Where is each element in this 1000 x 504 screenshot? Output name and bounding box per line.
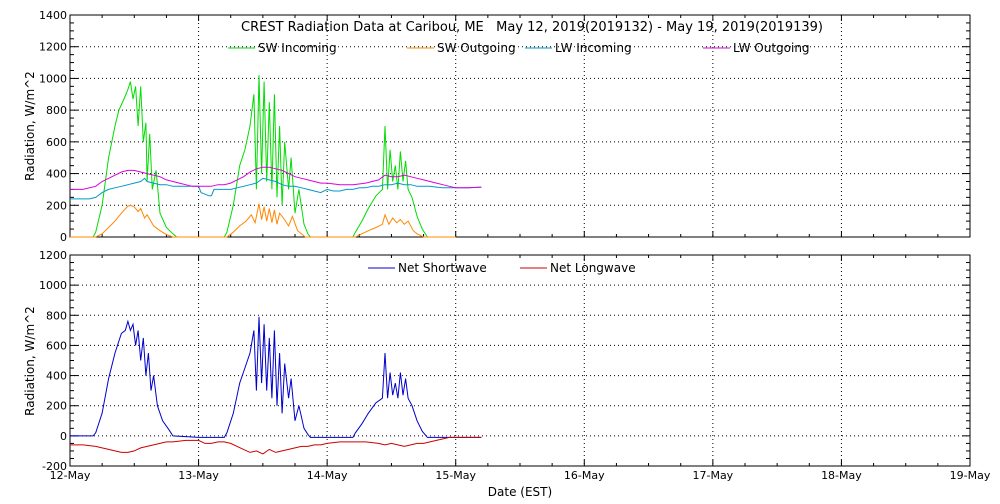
y-tick-label: 1000	[39, 72, 67, 85]
series-line-net-shortwave	[70, 316, 482, 438]
series-line-lw-incoming	[70, 177, 482, 200]
x-tick-label: 14-May	[307, 469, 348, 482]
x-tick-label: 19-May	[950, 469, 991, 482]
y-tick-label: 600	[46, 136, 67, 149]
y-tick-label: 0	[60, 231, 67, 244]
y-tick-label: 200	[46, 199, 67, 212]
y-tick-label: 600	[46, 339, 67, 352]
y-tick-label: -200	[42, 460, 67, 473]
legend-label: SW Outgoing	[437, 41, 516, 55]
y-axis-label: Radiation, W/m^2	[23, 71, 37, 181]
x-tick-label: 16-May	[564, 469, 605, 482]
y-tick-label: 0	[60, 430, 67, 443]
y-tick-label: 1200	[39, 249, 67, 262]
top-panel: 0 200 400 600 800 1000 1200 1400 Radiation, W/m^…	[23, 9, 971, 244]
y-tick-label: 400	[46, 168, 67, 181]
series-line-sw-outgoing	[70, 203, 456, 238]
y-tick-label: 400	[46, 370, 67, 383]
series-line-sw-incoming	[70, 75, 456, 238]
y-tick-label: 1200	[39, 41, 67, 54]
legend-label: SW Incoming	[258, 41, 337, 55]
y-tick-label: 200	[46, 400, 67, 413]
x-tick-label: 13-May	[178, 469, 219, 482]
y-tick-label: 800	[46, 104, 67, 117]
x-tick-label: 18-May	[821, 469, 862, 482]
series-line-lw-outgoing	[70, 166, 482, 190]
x-axis-label: Date (EST)	[488, 485, 552, 499]
chart-title: CREST Radiation Data at Caribou, ME May …	[241, 20, 823, 35]
legend-label: LW Incoming	[555, 41, 632, 55]
series-line-net-longwave	[70, 436, 482, 455]
y-tick-label: 800	[46, 309, 67, 322]
y-tick-label: 1000	[39, 279, 67, 292]
plot-frame	[69, 254, 971, 467]
x-tick-label: 12-May	[50, 469, 91, 482]
x-tick-label: 15-May	[435, 469, 476, 482]
y-tick-label: 1400	[39, 9, 67, 22]
plot-frame	[69, 14, 971, 238]
y-axis-label: Radiation, W/m^2	[23, 306, 37, 416]
legend-label: Net Shortwave	[398, 261, 487, 275]
bottom-panel: -200 0 200 400 600 800 1000 1200 Radiation, W/m^…	[23, 249, 991, 499]
x-tick-label: 17-May	[692, 469, 733, 482]
legend-label: Net Longwave	[550, 261, 636, 275]
legend-label: LW Outgoing	[733, 41, 810, 55]
